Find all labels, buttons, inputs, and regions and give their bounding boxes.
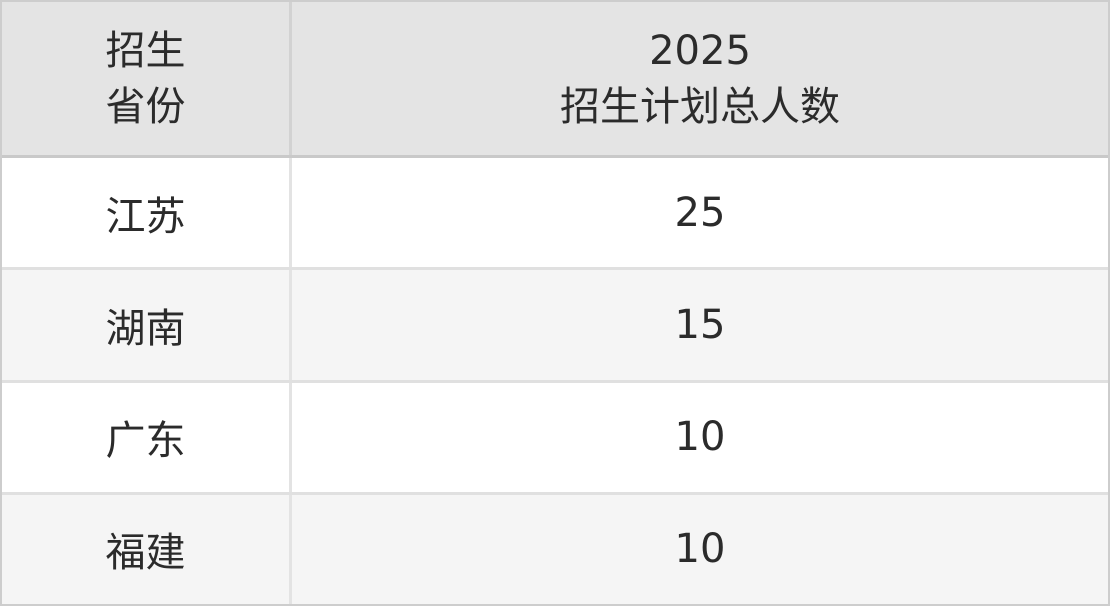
province-cell: 湖南 xyxy=(2,270,292,380)
province-cell: 江苏 xyxy=(2,158,292,268)
total-cell: 10 xyxy=(674,414,726,461)
header-cell-province: 招生 省份 xyxy=(2,2,292,155)
header-province-line2: 省份 xyxy=(105,83,186,130)
total-cell: 15 xyxy=(674,301,726,348)
table-header-row: 招生 省份 2025 招生计划总人数 xyxy=(2,2,1108,158)
table-row: 广东 10 xyxy=(2,382,1108,495)
header-plan-year: 2025 xyxy=(649,27,751,74)
header-province-line1: 招生 xyxy=(105,27,186,74)
table-row: 福建 10 xyxy=(2,494,1108,604)
province-cell: 广东 xyxy=(2,382,292,492)
table-row: 江苏 25 xyxy=(2,158,1108,271)
header-plan-label: 招生计划总人数 xyxy=(560,83,840,130)
total-cell: 25 xyxy=(674,189,726,236)
province-cell: 福建 xyxy=(2,494,292,604)
total-cell: 10 xyxy=(674,526,726,573)
header-cell-plan-total: 2025 招生计划总人数 xyxy=(292,2,1108,155)
table-row: 湖南 15 xyxy=(2,270,1108,383)
